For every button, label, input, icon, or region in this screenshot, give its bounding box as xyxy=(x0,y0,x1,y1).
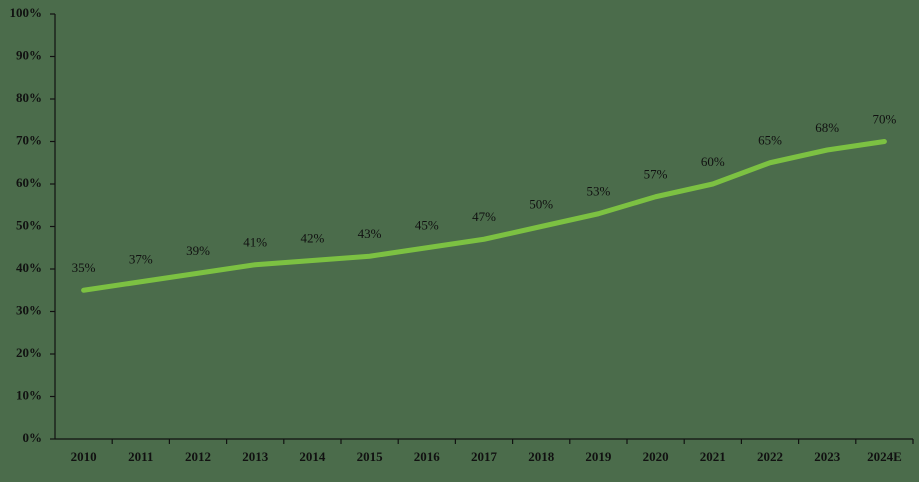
data-label: 39% xyxy=(186,243,210,258)
data-label: 41% xyxy=(243,235,267,250)
y-tick-label: 0% xyxy=(23,430,43,445)
data-label: 45% xyxy=(415,218,439,233)
line xyxy=(81,139,887,293)
x-tick-label: 2024E xyxy=(867,449,902,464)
data-label: 53% xyxy=(586,184,610,199)
x-tick-label: 2016 xyxy=(414,449,441,464)
x-tick-label: 2020 xyxy=(643,449,669,464)
x-tick-label: 2017 xyxy=(471,449,498,464)
data-label: 68% xyxy=(815,120,839,135)
y-tick-label: 80% xyxy=(16,90,42,105)
y-tick-label: 50% xyxy=(16,217,42,232)
y-tick-label: 60% xyxy=(16,175,42,190)
data-label: 47% xyxy=(472,209,496,224)
x-tick-label: 2021 xyxy=(700,449,726,464)
x-tick-label: 2014 xyxy=(299,449,326,464)
data-label: 43% xyxy=(358,226,382,241)
y-tick-label: 40% xyxy=(16,260,42,275)
y-tick-label: 30% xyxy=(16,302,42,317)
y-tick-label: 100% xyxy=(10,5,43,20)
data-label: 42% xyxy=(300,230,324,245)
x-tick-label: 2012 xyxy=(185,449,211,464)
data-label: 65% xyxy=(758,133,782,148)
x-tick-label: 2018 xyxy=(528,449,555,464)
data-label: 70% xyxy=(872,111,896,126)
x-tick-label: 2011 xyxy=(128,449,153,464)
y-tick-label: 70% xyxy=(16,132,42,147)
data-label: 37% xyxy=(129,252,153,267)
data-label: 50% xyxy=(529,196,553,211)
y-tick-label: 20% xyxy=(16,345,42,360)
x-tick-label: 2022 xyxy=(757,449,783,464)
x-tick-label: 2015 xyxy=(357,449,384,464)
x-tick-label: 2010 xyxy=(71,449,97,464)
data-label: 60% xyxy=(701,154,725,169)
x-tick-label: 2019 xyxy=(585,449,612,464)
data-label: 57% xyxy=(644,167,668,182)
y-tick-label: 10% xyxy=(16,387,42,402)
x-tick-label: 2023 xyxy=(814,449,841,464)
data-label: 35% xyxy=(72,260,96,275)
x-tick-label: 2013 xyxy=(242,449,269,464)
y-tick-label: 90% xyxy=(16,47,42,62)
